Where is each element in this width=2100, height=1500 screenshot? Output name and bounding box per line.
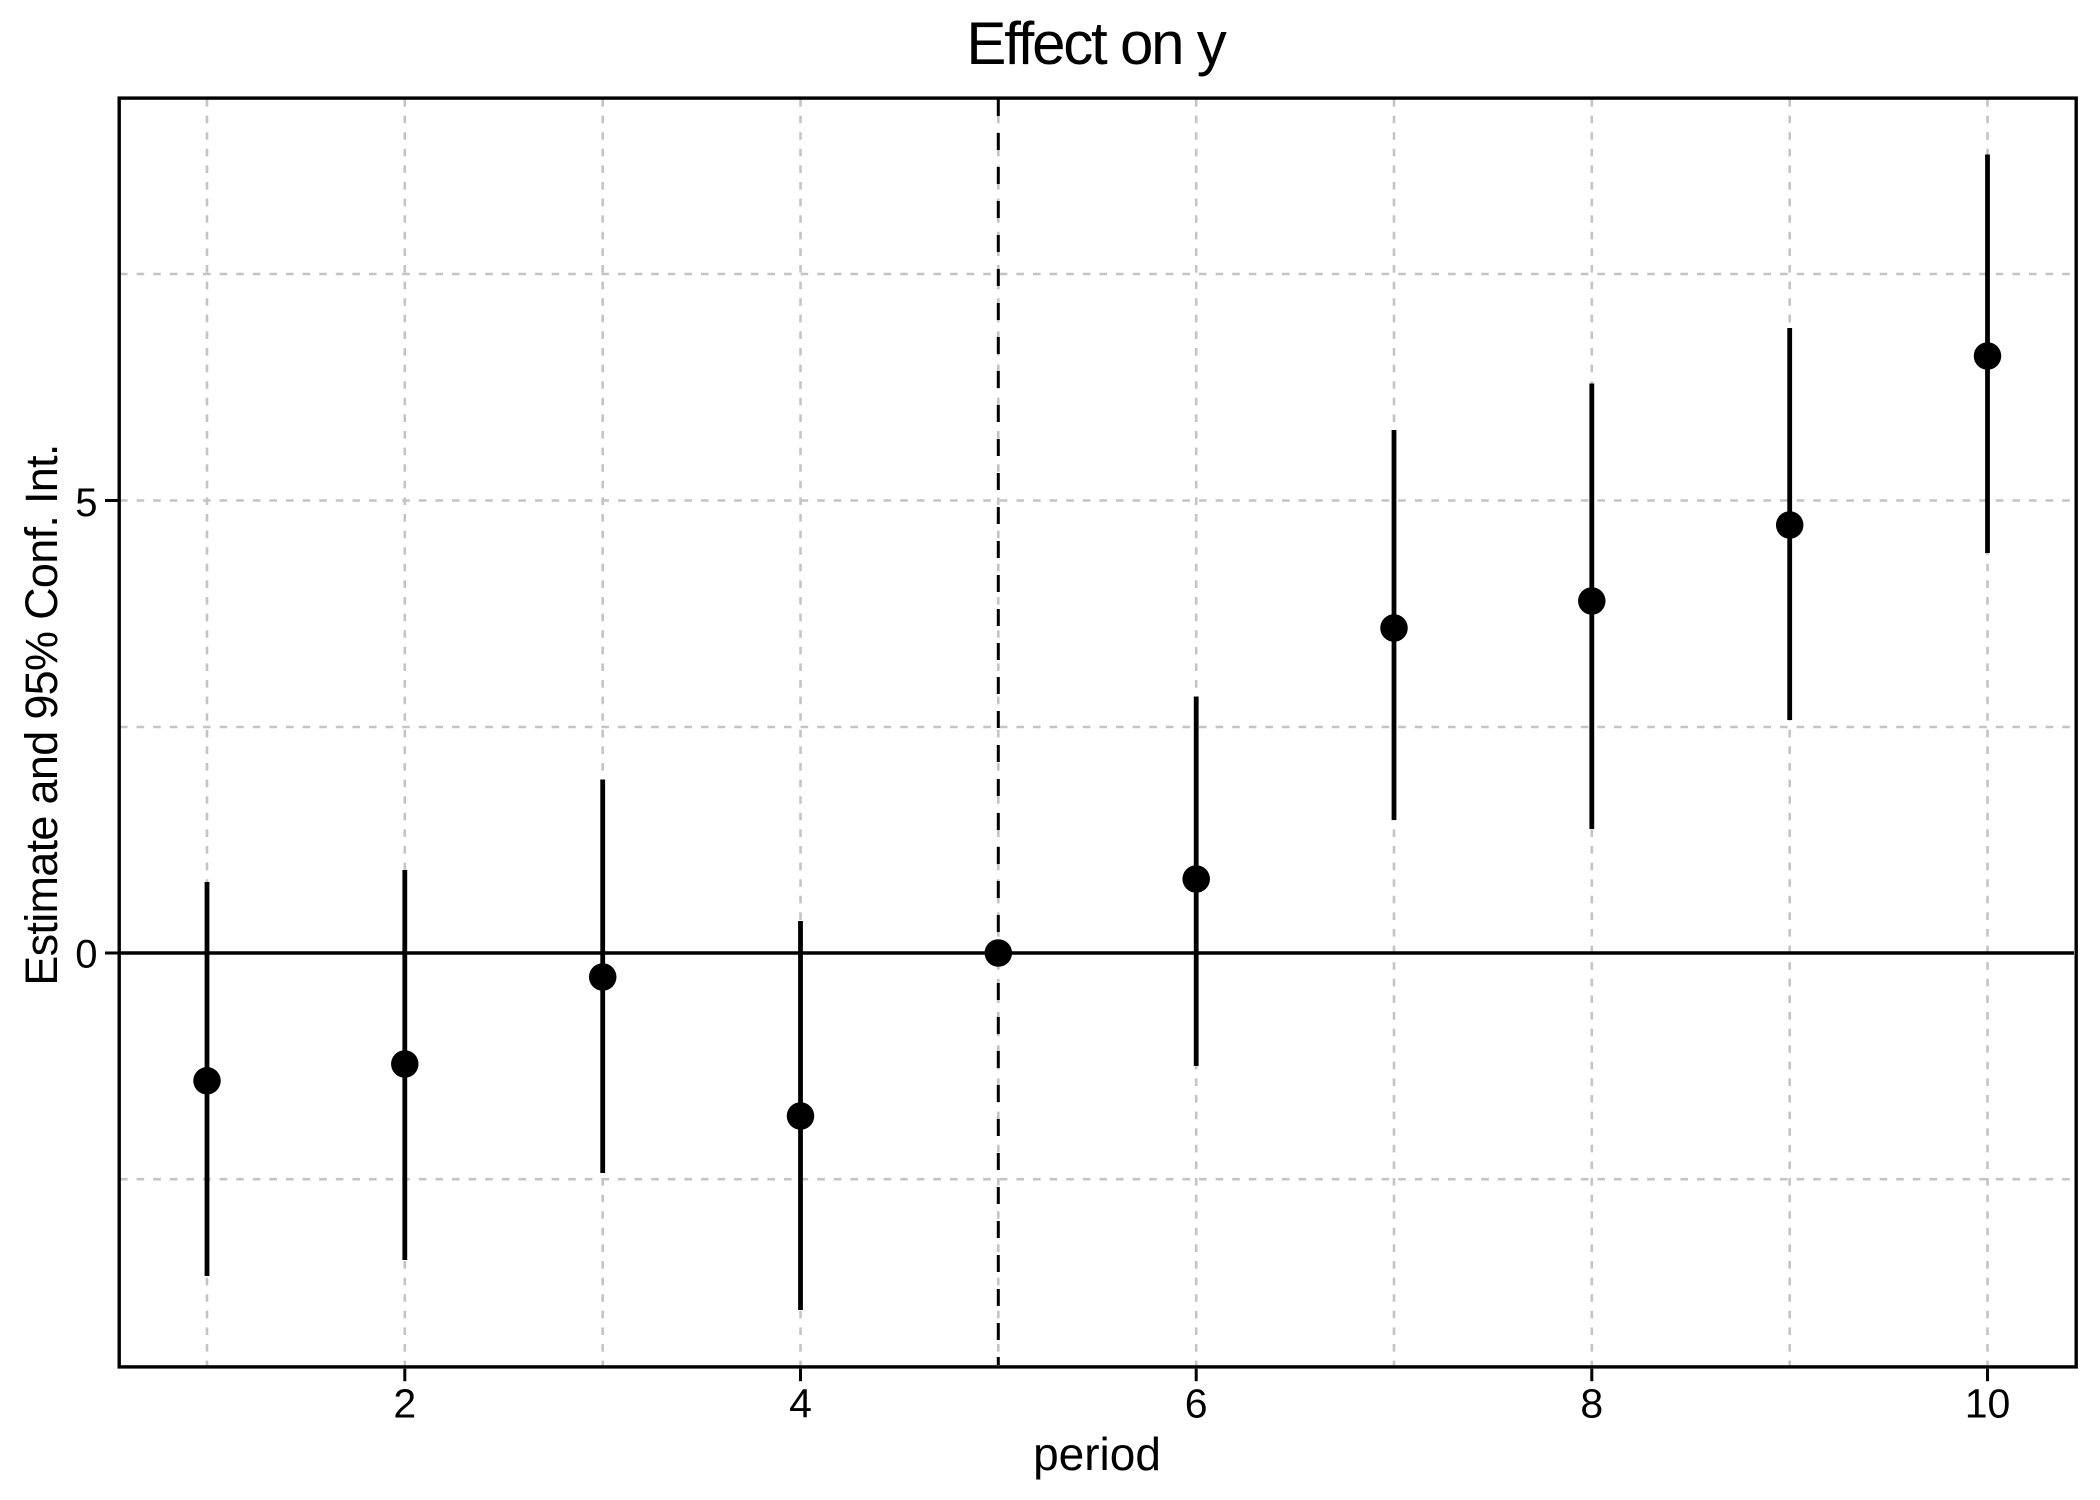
svg-text:period: period (1033, 1428, 1161, 1480)
svg-text:6: 6 (1185, 1381, 1208, 1427)
svg-text:8: 8 (1580, 1381, 1603, 1427)
svg-text:2: 2 (393, 1381, 416, 1427)
svg-text:Effect on y: Effect on y (966, 10, 1226, 77)
svg-text:Estimate and 95% Conf. Int.: Estimate and 95% Conf. Int. (16, 444, 67, 985)
svg-text:10: 10 (1965, 1381, 2011, 1427)
svg-text:5: 5 (75, 481, 97, 525)
svg-text:4: 4 (789, 1381, 812, 1427)
svg-text:0: 0 (75, 933, 97, 977)
